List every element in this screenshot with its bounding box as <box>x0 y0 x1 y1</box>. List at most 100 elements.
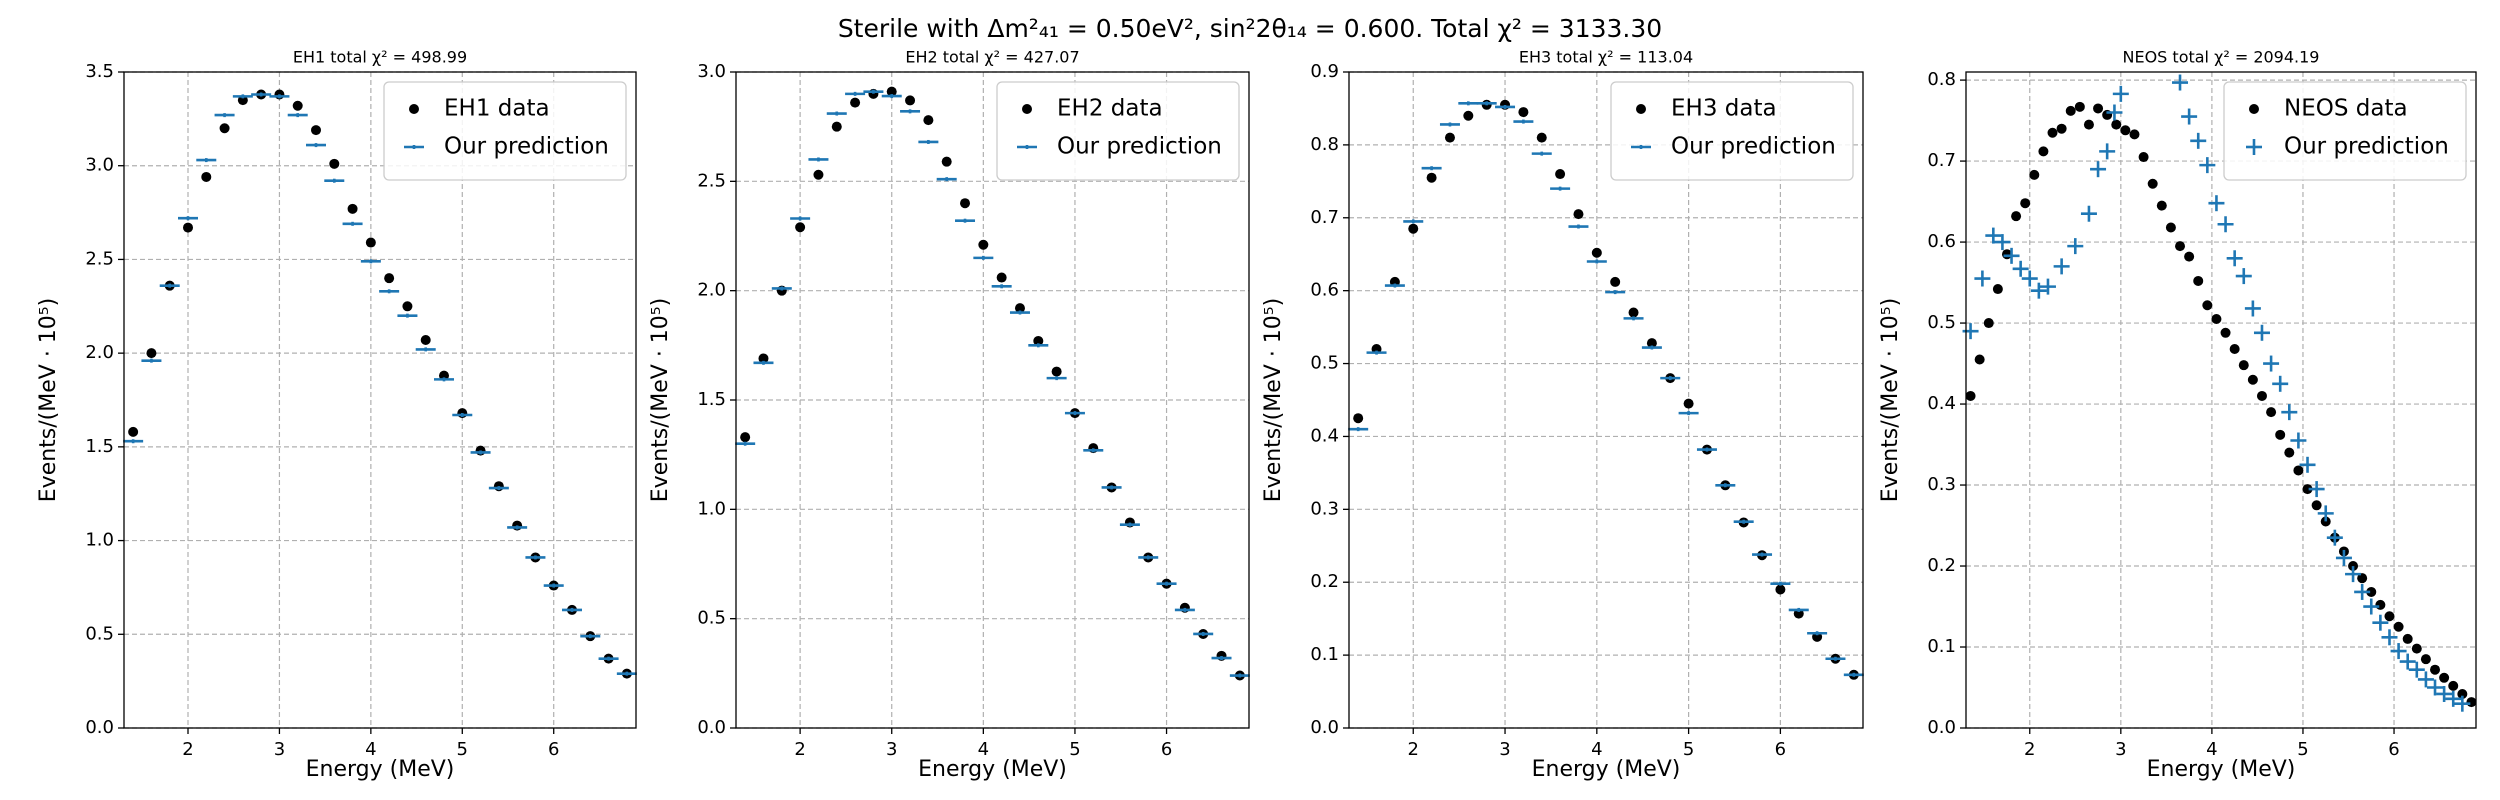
legend-marker <box>2246 139 2262 155</box>
data-point <box>2448 680 2459 691</box>
prediction-marker <box>1994 234 2011 251</box>
data-point <box>128 426 139 437</box>
data-point <box>2256 390 2267 401</box>
x-tick-label: 6 <box>2388 739 2399 760</box>
data-point <box>2220 327 2231 338</box>
prediction-marker <box>2090 161 2107 178</box>
data-point <box>1974 354 1985 365</box>
x-tick-label: 6 <box>1775 739 1786 760</box>
x-tick-label: 6 <box>1161 739 1172 760</box>
data-point <box>402 301 413 312</box>
y-tick-label: 3.0 <box>85 155 114 176</box>
prediction-marker <box>753 360 774 365</box>
prediction-marker <box>1605 290 1626 295</box>
x-tick-label: 5 <box>2297 739 2308 760</box>
prediction-marker <box>1641 345 1662 350</box>
axes-frame <box>123 71 637 729</box>
y-tick-label: 0.4 <box>1310 425 1339 446</box>
prediction-marker <box>1985 227 2002 244</box>
data-point <box>2147 178 2158 189</box>
data-point <box>1965 390 1976 401</box>
y-tick-label: 0.3 <box>1310 498 1339 519</box>
data-point <box>1444 132 1455 143</box>
prediction-marker <box>1715 483 1736 488</box>
data-point <box>2056 123 2067 134</box>
prediction-marker <box>1046 376 1067 381</box>
data-point <box>1683 398 1694 409</box>
data-point <box>996 272 1007 283</box>
prediction-marker <box>434 377 454 382</box>
x-tick-label: 4 <box>2206 739 2217 760</box>
prediction-marker <box>2408 661 2425 678</box>
y-tick-label: 3.0 <box>697 61 726 82</box>
data-point <box>219 123 230 134</box>
x-tick-label: 2 <box>794 739 805 760</box>
y-tick-label: 0.2 <box>1927 555 1956 576</box>
prediction-marker <box>2290 432 2307 449</box>
legend-marker <box>1017 145 1037 149</box>
prediction-marker <box>2080 205 2097 222</box>
data-point <box>886 86 897 97</box>
prediction-marker <box>123 439 144 444</box>
subplot-title: EH2 total χ² = 427.07 <box>905 48 1079 67</box>
data-point <box>941 156 952 167</box>
subplot: EH2 total χ² = 427.07 0.0 0.5 1.0 1.5 2.0 2.5 3… <box>648 48 1250 782</box>
prediction-marker <box>1156 581 1177 586</box>
prediction-marker <box>2417 671 2434 688</box>
data-point <box>1518 107 1529 118</box>
axes-frame <box>735 71 1250 729</box>
prediction-marker <box>1229 673 1250 678</box>
prediction-marker <box>1660 376 1681 381</box>
prediction-marker <box>1458 101 1479 106</box>
y-tick-label: 0.9 <box>1310 61 1339 82</box>
data-point <box>2302 484 2313 495</box>
y-axis-label: Events/(MeV · 10⁵) <box>1878 298 1903 502</box>
y-tick-label: 0.6 <box>1310 280 1339 301</box>
data-point <box>850 97 861 108</box>
prediction-marker <box>1083 448 1104 453</box>
data-point <box>2184 251 2195 262</box>
prediction-marker <box>1421 166 1442 171</box>
data-point <box>1573 209 1584 220</box>
data-point <box>2402 633 2413 644</box>
x-tick-label: 4 <box>978 739 989 760</box>
legend-label: Our prediction <box>444 134 609 160</box>
prediction-marker <box>2235 268 2252 285</box>
data-point <box>365 237 376 248</box>
y-tick-label: 0.1 <box>1927 636 1956 657</box>
data-point <box>2357 573 2368 584</box>
legend-box <box>996 81 1240 181</box>
subplot: NEOS total χ² = 2094.19 0.0 0.1 0.2 0.3 0.4 0.… <box>1878 48 2477 782</box>
prediction-marker <box>1348 427 1369 432</box>
y-tick-label: 0.5 <box>1310 353 1339 374</box>
prediction-marker <box>1586 259 1607 264</box>
prediction-marker <box>2326 529 2343 546</box>
data-point <box>1591 247 1602 258</box>
prediction-marker <box>2381 629 2398 646</box>
data-point <box>923 115 934 126</box>
data-point <box>813 169 824 180</box>
data-point <box>311 125 321 136</box>
prediction-marker <box>1974 270 1991 287</box>
data-point <box>795 222 806 233</box>
data-point <box>2211 314 2222 325</box>
prediction-marker <box>1770 581 1791 586</box>
prediction-marker <box>1009 310 1030 315</box>
prediction-marker <box>2244 300 2261 317</box>
x-tick-label: 2 <box>182 739 193 760</box>
prediction-marker <box>2281 404 2298 421</box>
data-point <box>2175 241 2186 252</box>
prediction-marker <box>1439 122 1460 127</box>
legend-label: EH2 data <box>1057 96 1163 122</box>
prediction-marker <box>1028 343 1049 348</box>
prediction-marker <box>2454 695 2471 712</box>
legend: EH1 data Our prediction <box>383 81 627 181</box>
data-point <box>2320 516 2331 527</box>
prediction-marker <box>1623 316 1644 321</box>
data-point <box>2029 169 2040 180</box>
legend-box <box>383 81 627 181</box>
prediction-marker <box>1696 447 1717 452</box>
prediction-marker <box>2390 643 2407 660</box>
x-tick-label: 3 <box>2115 739 2126 760</box>
y-tick-label: 1.0 <box>85 530 114 551</box>
